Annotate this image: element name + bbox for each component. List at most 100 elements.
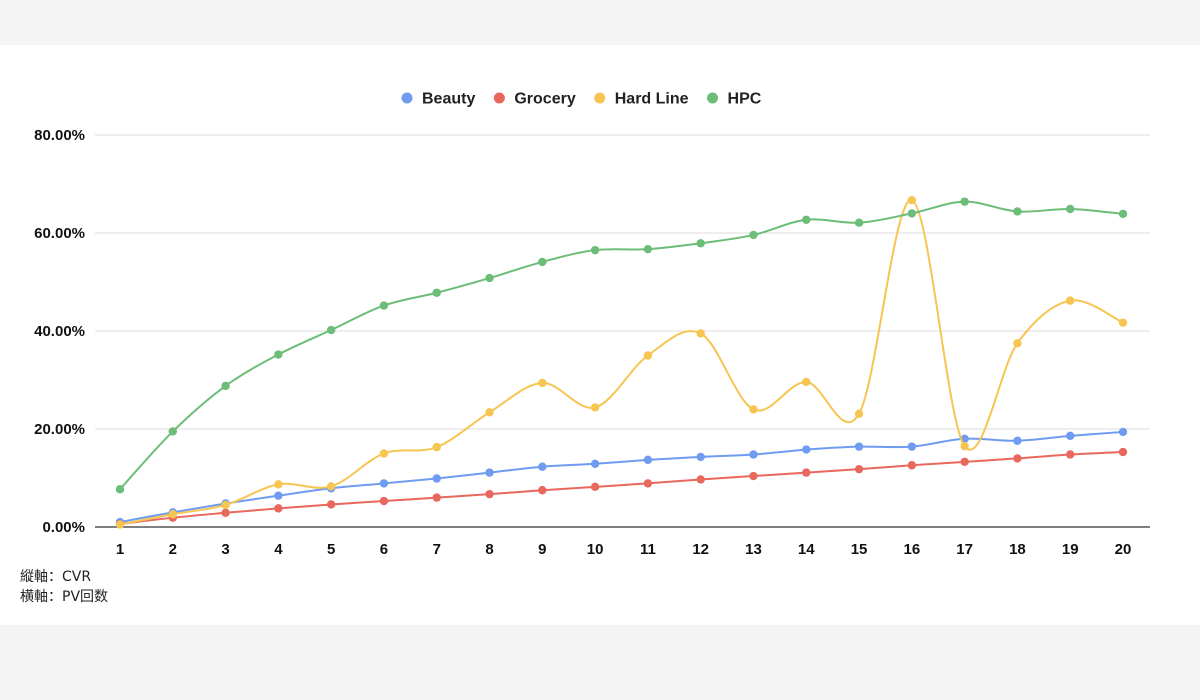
data-point — [168, 427, 177, 436]
y-tick-label: 40.00% — [34, 323, 85, 340]
data-point — [749, 471, 758, 481]
x-tick-label: 5 — [327, 541, 335, 558]
legend-item-hpc: HPC — [707, 91, 762, 108]
data-point — [274, 350, 283, 359]
x-tick-label: 20 — [1115, 541, 1132, 558]
data-point — [115, 520, 125, 529]
data-point — [907, 195, 917, 205]
data-point — [168, 510, 177, 519]
y-tick-label: 20.00% — [34, 421, 85, 438]
legend-item-hard-line: Hard Line — [594, 91, 689, 108]
data-point — [960, 197, 969, 206]
data-point — [1066, 431, 1075, 441]
legend-item-beauty: Beauty — [401, 91, 475, 108]
series-hard-line — [115, 195, 1128, 529]
data-point — [379, 301, 389, 310]
data-point — [590, 482, 600, 492]
x-tick-label: 17 — [956, 541, 973, 558]
data-point — [221, 508, 230, 517]
x-tick-label: 10 — [587, 541, 604, 558]
x-tick-label: 4 — [274, 541, 283, 558]
data-point — [432, 442, 441, 452]
data-point — [854, 464, 864, 474]
y-axis-ticks: 0.00% 20.00% 40.00% 60.00% 80.00% — [34, 127, 85, 536]
data-point — [538, 378, 547, 388]
data-point — [643, 351, 653, 360]
data-point — [590, 245, 600, 255]
legend-label: Hard Line — [615, 91, 689, 108]
x-tick-label: 16 — [903, 541, 920, 558]
data-point — [221, 500, 230, 510]
data-point — [590, 459, 600, 468]
data-point — [802, 468, 811, 477]
horizontal-axis-note: 横軸：PV回数 — [20, 589, 109, 605]
data-point — [643, 479, 653, 488]
data-point — [432, 474, 441, 483]
series-grocery — [115, 447, 1128, 529]
data-point — [749, 450, 758, 459]
series-beauty — [115, 427, 1128, 527]
vertical-axis-note: 縦軸：CVR — [20, 569, 92, 585]
data-point — [854, 409, 864, 419]
data-point — [907, 461, 917, 470]
series-layer — [115, 195, 1128, 529]
x-tick-label: 14 — [798, 541, 815, 558]
data-point — [432, 288, 441, 297]
x-tick-label: 3 — [221, 541, 229, 558]
data-point — [485, 489, 494, 499]
data-point — [749, 230, 758, 240]
x-tick-label: 8 — [485, 541, 493, 558]
data-point — [802, 377, 811, 387]
data-point — [1066, 296, 1075, 305]
data-point — [379, 479, 389, 488]
legend-item-grocery: Grocery — [493, 91, 576, 108]
legend: Beauty Grocery Hard Line HPC — [401, 91, 762, 108]
data-point — [274, 480, 283, 489]
data-point — [1066, 204, 1075, 214]
data-point — [643, 455, 653, 465]
data-point — [696, 239, 705, 248]
x-tick-label: 7 — [433, 541, 441, 558]
y-tick-label: 80.00% — [34, 127, 85, 144]
data-point — [960, 441, 969, 451]
x-tick-label: 19 — [1062, 541, 1079, 558]
data-point — [960, 457, 969, 467]
legend-label: Grocery — [514, 91, 575, 108]
data-point — [485, 408, 494, 417]
data-point — [1013, 207, 1022, 216]
grid-lines — [95, 134, 1150, 528]
data-point — [538, 486, 547, 495]
x-tick-label: 9 — [538, 541, 546, 558]
legend-label: Beauty — [422, 91, 475, 108]
data-point — [274, 491, 283, 500]
data-point — [1118, 209, 1128, 219]
data-point — [379, 496, 389, 506]
data-point — [802, 445, 811, 454]
legend-marker — [707, 92, 719, 104]
data-point — [907, 209, 917, 218]
data-point — [1118, 427, 1128, 437]
data-point — [907, 442, 917, 451]
x-tick-label: 11 — [640, 541, 656, 558]
data-point — [1013, 339, 1022, 348]
data-point — [432, 493, 441, 502]
y-tick-label: 60.00% — [34, 225, 85, 242]
legend-marker — [594, 92, 606, 104]
legend-marker — [401, 92, 413, 104]
data-point — [538, 462, 547, 471]
series-hpc — [115, 197, 1128, 494]
series-line-hpc — [119, 200, 1124, 490]
data-point — [379, 449, 389, 458]
data-point — [274, 504, 283, 513]
data-point — [326, 325, 336, 335]
data-point — [802, 215, 811, 224]
data-point — [854, 442, 864, 451]
x-tick-label: 15 — [851, 541, 868, 558]
y-tick-label: 0.00% — [42, 519, 85, 536]
data-point — [538, 257, 547, 267]
legend-label: HPC — [728, 91, 762, 108]
x-tick-label: 18 — [1009, 541, 1026, 558]
data-point — [696, 475, 705, 484]
